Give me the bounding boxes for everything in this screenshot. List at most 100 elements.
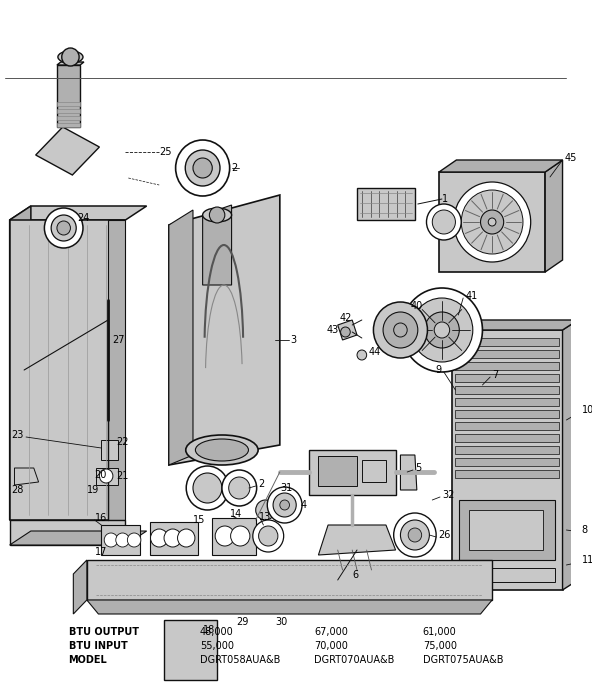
- Polygon shape: [9, 206, 31, 520]
- Text: 30: 30: [275, 617, 287, 627]
- Polygon shape: [455, 434, 559, 442]
- Text: BTU INPUT: BTU INPUT: [69, 641, 127, 651]
- Circle shape: [51, 215, 76, 241]
- Circle shape: [62, 48, 79, 66]
- Circle shape: [99, 469, 113, 483]
- Polygon shape: [14, 468, 38, 485]
- Text: 1: 1: [442, 194, 448, 204]
- Text: 25: 25: [159, 147, 172, 157]
- Polygon shape: [108, 220, 126, 520]
- Text: 41: 41: [465, 291, 477, 301]
- Polygon shape: [9, 520, 126, 545]
- Polygon shape: [87, 600, 492, 614]
- Circle shape: [394, 513, 436, 557]
- Polygon shape: [9, 220, 126, 520]
- Polygon shape: [452, 320, 578, 330]
- Polygon shape: [96, 468, 118, 485]
- Text: 75,000: 75,000: [423, 641, 456, 651]
- Text: 28: 28: [12, 485, 24, 495]
- Text: 3: 3: [291, 335, 297, 345]
- Circle shape: [176, 140, 230, 196]
- Text: 20: 20: [95, 470, 107, 480]
- Text: 16: 16: [95, 513, 107, 523]
- Text: 44: 44: [369, 347, 381, 357]
- Polygon shape: [562, 320, 578, 590]
- Polygon shape: [459, 500, 555, 560]
- Polygon shape: [455, 362, 559, 370]
- Polygon shape: [452, 330, 562, 590]
- Polygon shape: [213, 518, 256, 555]
- Text: 6: 6: [352, 570, 358, 580]
- Text: 17: 17: [95, 547, 107, 557]
- Polygon shape: [101, 525, 140, 555]
- Circle shape: [185, 150, 220, 186]
- Polygon shape: [36, 127, 99, 175]
- Text: 7: 7: [492, 370, 498, 380]
- Circle shape: [383, 312, 418, 348]
- Polygon shape: [57, 123, 80, 127]
- Text: 70,000: 70,000: [314, 641, 348, 651]
- Polygon shape: [455, 458, 559, 466]
- Circle shape: [150, 529, 168, 547]
- Circle shape: [481, 210, 504, 234]
- Polygon shape: [169, 195, 280, 465]
- Text: 11: 11: [582, 555, 592, 565]
- Polygon shape: [87, 560, 492, 600]
- Text: 40: 40: [410, 301, 422, 311]
- Circle shape: [210, 207, 225, 223]
- Circle shape: [231, 526, 250, 546]
- Text: 14: 14: [230, 509, 242, 519]
- Circle shape: [259, 526, 278, 546]
- Circle shape: [178, 529, 195, 547]
- Polygon shape: [455, 374, 559, 382]
- Text: 29: 29: [236, 617, 249, 627]
- Text: 15: 15: [193, 515, 205, 525]
- Circle shape: [164, 529, 181, 547]
- Bar: [362, 460, 386, 482]
- Bar: [469, 510, 543, 550]
- Text: DGRT058AUA&B: DGRT058AUA&B: [200, 655, 280, 665]
- Text: 43: 43: [326, 325, 339, 335]
- Circle shape: [408, 528, 422, 542]
- Text: 18: 18: [202, 625, 215, 635]
- Text: 26: 26: [438, 530, 451, 540]
- Polygon shape: [9, 206, 147, 220]
- Polygon shape: [455, 470, 559, 478]
- Circle shape: [280, 500, 289, 510]
- Circle shape: [488, 218, 496, 226]
- Circle shape: [127, 533, 141, 547]
- Polygon shape: [455, 422, 559, 430]
- Text: 13: 13: [259, 512, 271, 522]
- Circle shape: [401, 288, 482, 372]
- Text: 55,000: 55,000: [200, 641, 234, 651]
- Polygon shape: [545, 160, 562, 272]
- Text: 32: 32: [442, 490, 454, 500]
- Text: 48,000: 48,000: [200, 627, 234, 637]
- Text: 5: 5: [415, 463, 421, 473]
- Polygon shape: [455, 410, 559, 418]
- Text: 31: 31: [280, 483, 292, 493]
- Text: MODEL: MODEL: [69, 655, 107, 665]
- Polygon shape: [318, 525, 395, 555]
- Text: 27: 27: [112, 335, 124, 345]
- Polygon shape: [309, 450, 395, 495]
- Polygon shape: [101, 440, 118, 460]
- Polygon shape: [57, 65, 80, 127]
- Circle shape: [424, 312, 459, 348]
- Polygon shape: [57, 116, 80, 120]
- Circle shape: [116, 533, 129, 547]
- Bar: [318, 456, 357, 486]
- Circle shape: [193, 473, 222, 503]
- Circle shape: [453, 182, 530, 262]
- Circle shape: [400, 520, 429, 550]
- Circle shape: [411, 298, 473, 362]
- Polygon shape: [73, 560, 87, 614]
- Circle shape: [193, 158, 213, 178]
- Bar: [357, 188, 415, 220]
- Polygon shape: [400, 455, 417, 490]
- Polygon shape: [337, 320, 357, 340]
- Circle shape: [340, 327, 350, 337]
- Polygon shape: [57, 109, 80, 113]
- Circle shape: [374, 302, 427, 358]
- Polygon shape: [455, 398, 559, 406]
